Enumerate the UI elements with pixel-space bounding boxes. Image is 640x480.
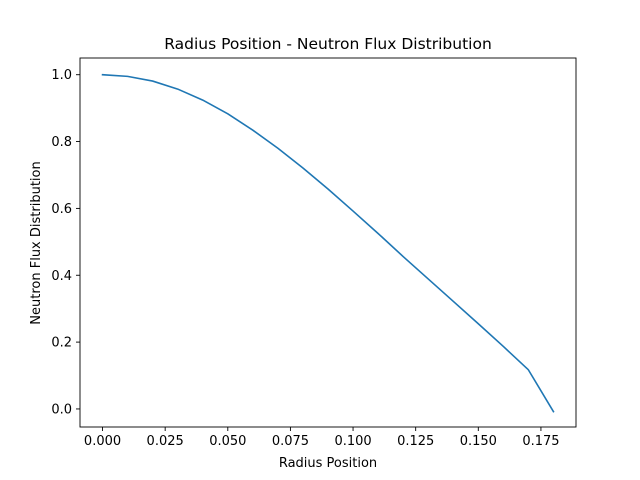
x-tick-label: 0.150 [460, 434, 497, 449]
y-tick-label: 0.0 [51, 402, 72, 417]
series-line-0 [101, 73, 555, 413]
x-tick-label: 0.100 [334, 434, 371, 449]
x-tick-label: 0.125 [397, 434, 434, 449]
plot-area: 0.000 0.025 0.050 0.075 0.100 0.125 0.150 0.175… [51, 57, 577, 449]
x-tick-label: 0.025 [147, 434, 184, 449]
x-axis-label: Radius Position [279, 456, 377, 471]
y-tick-label: 0.4 [51, 269, 72, 284]
x-tick-label: 0.050 [209, 434, 246, 449]
chart-title: Radius Position - Neutron Flux Distribut… [164, 35, 492, 53]
y-tick-label: 0.2 [51, 336, 72, 351]
x-tick-label: 0.175 [522, 434, 559, 449]
plot-frame [79, 57, 577, 428]
y-axis-label: Neutron Flux Distribution [29, 161, 44, 324]
y-tick-label: 0.6 [51, 202, 72, 217]
x-tick-label: 0.000 [84, 434, 121, 449]
y-tick-label: 1.0 [51, 68, 72, 83]
x-tick-label: 0.075 [272, 434, 309, 449]
y-tick-label: 0.8 [51, 135, 72, 150]
